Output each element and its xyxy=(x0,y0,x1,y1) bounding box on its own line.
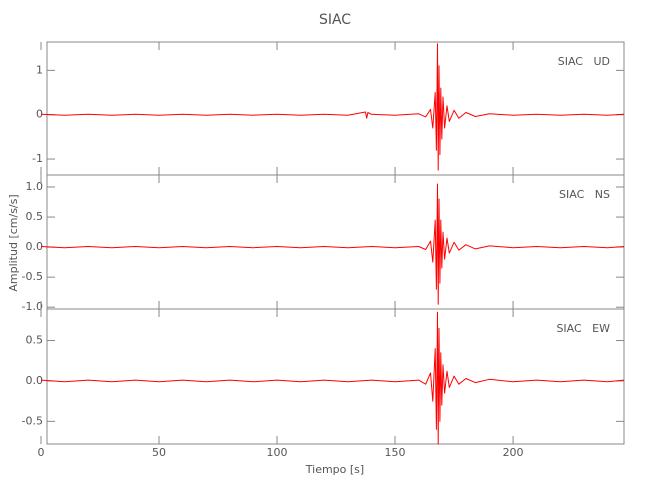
y-axis-label: Amplitud [cm/s/s] xyxy=(7,194,20,291)
x-tick-label: 200 xyxy=(503,446,524,459)
signal-line xyxy=(40,43,625,171)
y-tick-label: 0 xyxy=(36,108,43,121)
panel-frame xyxy=(46,308,625,445)
x-tick-label: 0 xyxy=(38,446,45,459)
panel-frame xyxy=(46,174,625,310)
y-tick-label: -0.5 xyxy=(22,414,43,427)
y-tick-label: 0.0 xyxy=(26,374,44,387)
panel-annotation: SIAC EW xyxy=(556,322,610,335)
x-tick-label: 150 xyxy=(385,446,406,459)
y-tick-label: 1.0 xyxy=(26,180,44,193)
y-tick-label: 1 xyxy=(36,63,43,76)
panel-annotation: SIAC NS xyxy=(559,188,610,201)
y-tick-label: -1 xyxy=(32,152,43,165)
y-tick-label: 0.5 xyxy=(26,210,44,223)
signal-line xyxy=(40,183,625,305)
panel-annotation: SIAC UD xyxy=(558,55,610,68)
y-tick-label: 0.5 xyxy=(26,334,44,347)
x-axis-label: Tiempo [s] xyxy=(305,463,364,476)
chart-title: SIAC xyxy=(319,12,351,28)
y-tick-label: 0.0 xyxy=(26,240,44,253)
panel-frame xyxy=(46,41,625,176)
y-tick-label: -1.0 xyxy=(22,300,43,313)
x-tick-label: 100 xyxy=(267,446,288,459)
x-tick-label: 50 xyxy=(152,446,166,459)
signal-line xyxy=(40,311,625,445)
y-tick-label: -0.5 xyxy=(22,270,43,283)
